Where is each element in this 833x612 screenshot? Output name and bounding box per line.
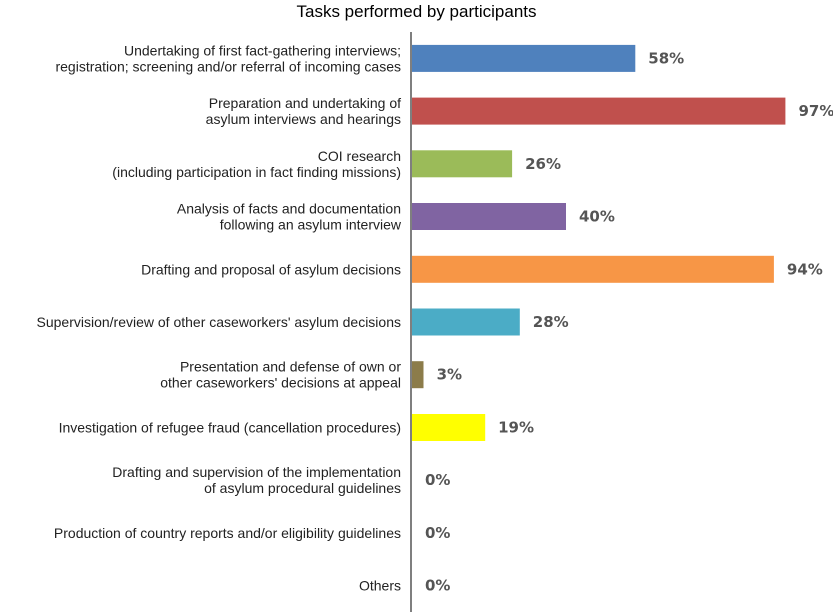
category-label-6: Presentation and defense of own or other … (160, 359, 401, 391)
value-label-4: 94% (787, 260, 823, 278)
bar-1 (412, 97, 786, 125)
bar-3 (412, 203, 566, 230)
category-label-8: Drafting and supervision of the implemen… (112, 464, 401, 496)
category-label-7: Investigation of refugee fraud (cancella… (59, 420, 401, 436)
value-label-2: 26% (525, 155, 561, 173)
category-label-1: Preparation and undertaking of asylum int… (206, 95, 401, 127)
category-label-3: Analysis of facts and documentation follo… (177, 201, 402, 233)
value-label-3: 40% (579, 208, 615, 226)
chart-title: Tasks performed by participants (296, 2, 537, 21)
value-label-0: 58% (648, 49, 684, 67)
bar-6 (412, 361, 424, 389)
value-label-10: 0% (425, 577, 450, 595)
category-label-0: Undertaking of first fact-gathering inte… (55, 42, 401, 74)
category-label-9: Production of country reports and/or eli… (54, 525, 401, 541)
bar-0 (412, 44, 636, 72)
value-label-8: 0% (425, 471, 450, 489)
category-label-4: Drafting and proposal of asylum decision… (141, 261, 401, 277)
bar-2 (412, 150, 513, 178)
category-label-2: COI research (including participation in … (112, 148, 401, 180)
value-label-7: 19% (498, 419, 534, 437)
bar-4 (412, 255, 774, 283)
bar-7 (412, 414, 486, 441)
category-label-10: Others (359, 578, 401, 594)
value-label-6: 3% (437, 366, 462, 384)
bar-5 (412, 308, 520, 336)
category-label-5: Supervision/review of other caseworkers'… (37, 314, 402, 330)
value-label-5: 28% (533, 313, 569, 331)
value-label-1: 97% (799, 102, 833, 120)
value-label-9: 0% (425, 524, 450, 542)
